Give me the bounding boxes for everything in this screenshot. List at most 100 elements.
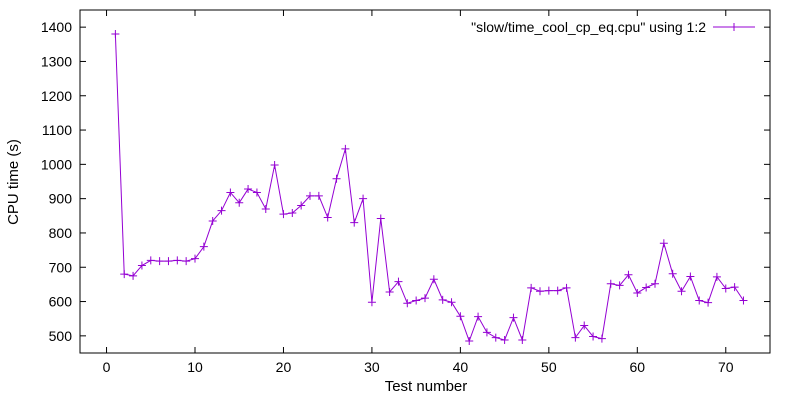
data-point: [686, 272, 695, 281]
tick-labels: 500 600 700 800 900 1000 1100 1200 1300 1400 0 10 20…: [41, 19, 734, 375]
data-point: [217, 206, 226, 215]
data-point: [562, 283, 571, 292]
data-point: [536, 287, 544, 296]
data-point: [350, 218, 359, 227]
data-point: [270, 161, 279, 170]
plot-frame: [79, 9, 771, 354]
data-point: [261, 204, 270, 213]
data-point: [288, 209, 297, 218]
data-point: [199, 242, 208, 251]
data-point: [376, 214, 385, 223]
data-point: [235, 198, 244, 207]
data-point: [730, 283, 739, 292]
data-point: [624, 270, 633, 279]
y-tick-label: 700: [49, 259, 73, 275]
data-point: [129, 271, 138, 280]
axis-ticks: [80, 10, 770, 353]
y-tick-label: 500: [49, 328, 73, 344]
data-point: [323, 213, 332, 222]
data-point: [182, 257, 191, 266]
data-point: [456, 312, 465, 321]
y-axis-title: CPU time (s): [5, 139, 22, 225]
data-point: [553, 286, 562, 295]
data-point: [173, 256, 182, 265]
data-point: [314, 191, 323, 200]
data-point: [721, 284, 730, 293]
data-point: [642, 283, 651, 292]
x-tick-label: 60: [630, 359, 646, 375]
data-point: [341, 144, 350, 153]
legend-sample: [713, 23, 755, 31]
data-point: [385, 287, 394, 296]
series-line: [114, 33, 744, 343]
data-point: [244, 185, 253, 194]
data-point: [597, 334, 606, 343]
x-tick-label: 0: [103, 359, 111, 375]
x-tick-label: 10: [187, 359, 203, 375]
data-point: [659, 239, 668, 248]
data-point: [146, 256, 155, 265]
data-point: [279, 210, 288, 219]
data-point: [589, 332, 598, 341]
data-point: [429, 275, 438, 284]
data-point: [527, 283, 536, 292]
data-point: [500, 335, 509, 344]
data-point: [226, 188, 235, 197]
data-point: [359, 194, 368, 203]
y-tick-label: 1400: [41, 19, 72, 35]
data-point: [306, 191, 314, 200]
data-point: [332, 174, 341, 183]
data-point: [191, 254, 199, 263]
data-point: [412, 296, 421, 305]
data-point: [474, 312, 483, 321]
data-point: [571, 333, 580, 342]
data-point: [544, 286, 553, 295]
data-point: [739, 296, 748, 305]
x-tick-label: 70: [718, 359, 734, 375]
data-point: [518, 335, 527, 344]
data-point: [438, 295, 447, 304]
legend: "slow/time_cool_cp_eq.cpu" using 1:2: [471, 19, 755, 35]
data-point: [120, 270, 129, 279]
data-point: [208, 216, 217, 225]
data-point: [421, 294, 429, 303]
data-point: [651, 279, 659, 288]
y-tick-label: 1200: [41, 88, 72, 104]
y-tick-label: 1100: [42, 122, 72, 138]
data-point: [297, 201, 306, 210]
x-tick-label: 30: [364, 359, 380, 375]
data-point: [403, 299, 412, 308]
data-point: [606, 279, 615, 288]
data-point: [394, 277, 403, 286]
data-point: [465, 336, 474, 345]
x-tick-label: 40: [453, 359, 469, 375]
data-point: [615, 281, 624, 290]
legend-marker: [730, 23, 738, 31]
data-point: [580, 321, 589, 330]
data-point: [164, 257, 173, 266]
data-point: [447, 298, 456, 307]
data-point: [509, 313, 518, 322]
data-point: [155, 257, 164, 266]
data-point: [633, 288, 642, 297]
data-point: [668, 269, 677, 278]
y-tick-label: 800: [49, 225, 73, 241]
data-point: [252, 188, 261, 197]
x-axis-title: Test number: [385, 378, 468, 395]
legend-label: "slow/time_cool_cp_eq.cpu" using 1:2: [471, 19, 706, 35]
y-tick-label: 900: [49, 191, 73, 207]
data-point: [367, 298, 376, 307]
data-point: [491, 333, 500, 342]
data-point: [712, 272, 721, 281]
y-tick-label: 600: [49, 294, 73, 310]
data-point: [482, 328, 491, 337]
y-tick-label: 1300: [41, 53, 72, 69]
data-point: [677, 287, 686, 296]
data-point: [704, 298, 713, 307]
data-point: [137, 261, 146, 270]
x-tick-label: 50: [541, 359, 557, 375]
series-layer: [111, 30, 748, 345]
data-point: [695, 296, 704, 305]
